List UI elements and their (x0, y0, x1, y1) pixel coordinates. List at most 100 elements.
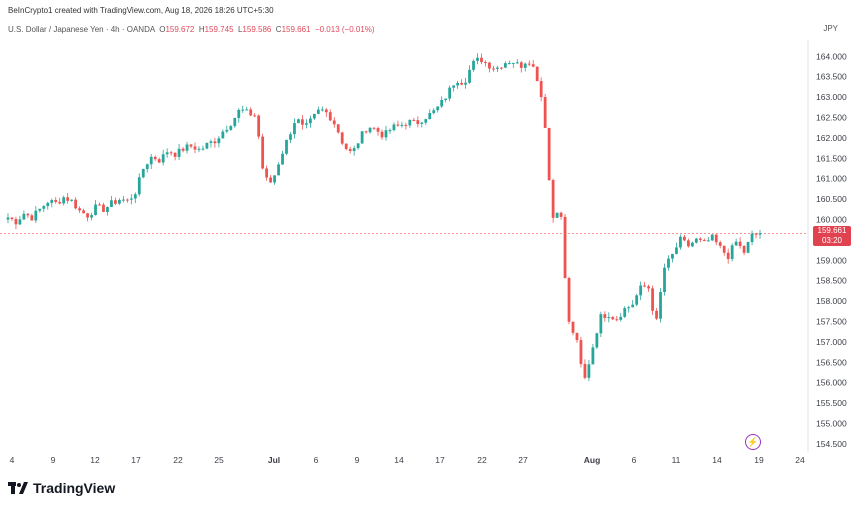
candle (316, 106, 320, 115)
time-tick-label: 12 (90, 455, 100, 465)
candle (90, 212, 93, 221)
candle (476, 53, 479, 65)
candle (702, 238, 706, 242)
candle (34, 206, 38, 223)
candle (456, 80, 460, 89)
candle (503, 61, 507, 69)
candle (289, 132, 292, 144)
price-tick-label: 158.500 (816, 276, 847, 286)
candle (412, 117, 416, 122)
candle (197, 146, 201, 153)
candle (78, 206, 82, 213)
price-tick-label: 160.500 (816, 194, 847, 204)
candle (742, 244, 746, 256)
candle (257, 114, 261, 140)
time-tick-label: 14 (394, 455, 404, 465)
candle (193, 142, 197, 154)
candle (42, 205, 46, 213)
tradingview-logo-icon (8, 482, 28, 494)
candle (114, 197, 117, 206)
candle (320, 106, 324, 112)
candles (6, 53, 762, 382)
candle (368, 127, 372, 134)
low-value: 159.586 (242, 25, 272, 34)
candle (169, 150, 173, 156)
last-price-value: 159.661 (817, 226, 847, 235)
candle (452, 85, 456, 92)
price-tick-label: 164.000 (816, 51, 847, 61)
candle (74, 197, 78, 210)
candle (14, 216, 18, 230)
candle (98, 202, 101, 206)
candle (185, 141, 189, 154)
candle (754, 232, 758, 239)
time-tick-label: 17 (131, 455, 141, 465)
time-tick-label: Jul (268, 455, 280, 465)
candle (571, 321, 575, 336)
candle (241, 105, 245, 113)
time-tick-label: 22 (477, 455, 487, 465)
candle (686, 238, 690, 248)
candle (535, 66, 539, 82)
candle (269, 175, 272, 183)
candle (718, 240, 722, 249)
candle (340, 131, 344, 146)
candle (173, 152, 177, 161)
candle (205, 142, 209, 150)
candle (623, 306, 627, 319)
candle (758, 229, 762, 239)
price-tick-label: 156.500 (816, 357, 847, 367)
price-tick-label: 162.000 (816, 133, 847, 143)
candle (726, 248, 730, 264)
candle (58, 197, 62, 205)
price-tick-label: 157.000 (816, 337, 847, 347)
chart-credit: BeInCrypto1 created with TradingView.com… (8, 6, 274, 15)
candle (464, 78, 467, 89)
candle (416, 116, 420, 128)
candle (285, 139, 288, 156)
price-tick-label: 160.000 (816, 214, 847, 224)
candle (392, 122, 396, 132)
candle (730, 243, 734, 262)
time-tick-label: 9 (355, 455, 360, 465)
candle (587, 360, 591, 382)
candle (400, 121, 404, 128)
candle (690, 241, 694, 248)
candle (579, 336, 583, 368)
time-tick-label: Aug (584, 455, 601, 465)
candle (706, 236, 710, 242)
candle (647, 284, 650, 292)
candle (675, 242, 678, 255)
time-tick-label: 11 (672, 455, 681, 465)
time-tick-label: 27 (518, 455, 528, 465)
candle (261, 133, 265, 170)
time-tick-label: 19 (754, 455, 764, 465)
candle (734, 238, 738, 247)
price-axis: 154.500 155.000 155.500 156.000 156.500 157.0… (816, 51, 847, 449)
close-value: 159.661 (281, 25, 311, 34)
candle (659, 288, 662, 323)
candle (312, 113, 316, 120)
candle (125, 198, 129, 203)
candle (181, 147, 185, 153)
candle (595, 332, 599, 350)
candle (404, 122, 408, 130)
price-tick-label: 159.000 (816, 255, 847, 265)
candle (559, 211, 563, 220)
countdown-value: 03:20 (821, 236, 843, 245)
lightning-icon[interactable]: ⚡ (745, 434, 761, 450)
candle (698, 237, 702, 243)
candle (177, 144, 181, 160)
candle (217, 136, 221, 148)
candle (722, 245, 726, 256)
brand-name: TradingView (33, 480, 116, 496)
candle (408, 119, 412, 128)
candle (344, 143, 348, 151)
candle (484, 60, 487, 67)
candle (460, 79, 463, 86)
candle (611, 315, 615, 321)
candle (523, 62, 527, 72)
candle (567, 276, 571, 325)
candle (420, 121, 424, 128)
candle (308, 115, 312, 128)
